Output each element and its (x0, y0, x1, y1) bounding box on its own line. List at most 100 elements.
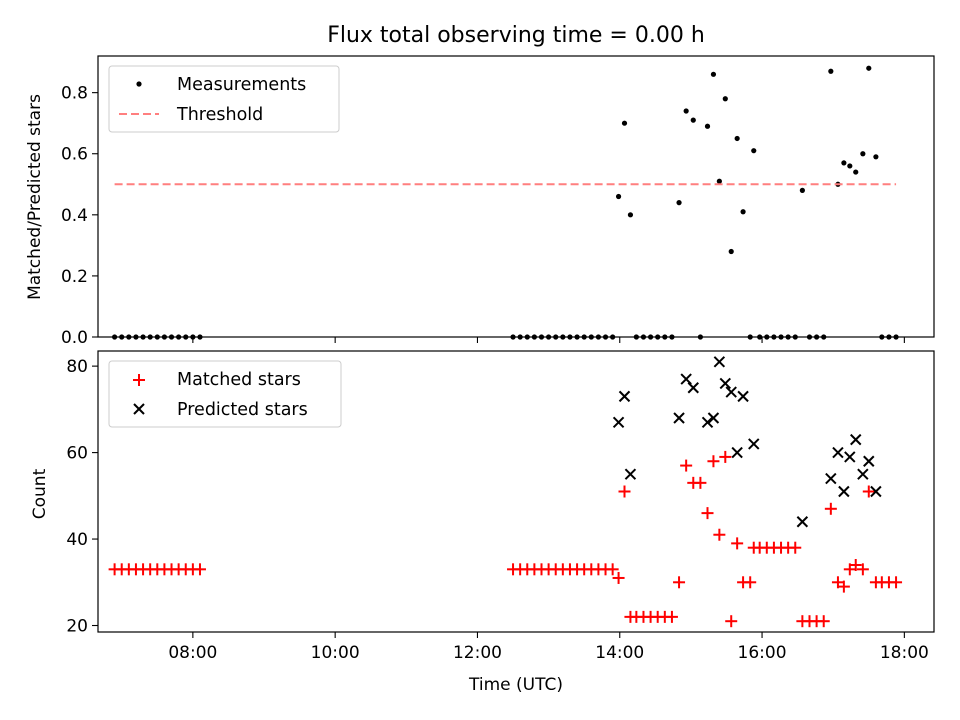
top-legend: Measurements Threshold (108, 65, 340, 133)
measurement-point (740, 209, 746, 215)
matched-stars-point (837, 580, 850, 593)
predicted-stars-point (825, 472, 837, 485)
predicted-stars-point (844, 451, 856, 463)
measurement-point (621, 120, 628, 126)
bottom-axes-frame (97, 350, 935, 633)
measurement-point (710, 71, 717, 77)
matched-stars-point (789, 541, 802, 554)
matched-stars-point (890, 576, 903, 589)
measurement-point (728, 248, 734, 255)
matched-stars-point (817, 615, 830, 628)
matched-stars-point (665, 610, 678, 623)
y-tick-label: 0.6 (61, 145, 88, 165)
measurement-point (751, 148, 757, 154)
measurement-point (627, 212, 634, 218)
matched-stars-point (606, 563, 619, 576)
x-axis-label: Time (UTC) (468, 675, 563, 695)
predicted-stars-point (850, 433, 862, 446)
predicted-stars-point (796, 516, 809, 528)
y-tick-label: 80 (66, 357, 88, 377)
measurement-point (828, 68, 834, 74)
predicted-stars-legend-label: Predicted stars (177, 400, 308, 420)
matched-stars-point (673, 576, 686, 589)
y-tick-label: 0.4 (61, 206, 88, 226)
predicted-stars-point (838, 485, 850, 498)
matched-stars-point (694, 476, 707, 489)
threshold-legend-label: Threshold (176, 105, 263, 125)
measurement-point (690, 117, 696, 123)
measurement-point (615, 193, 622, 200)
measurement-point (722, 96, 728, 102)
matched-stars-point (731, 537, 744, 550)
measurements-legend-marker (136, 81, 142, 87)
predicted-stars-point (707, 412, 720, 424)
measurement-point (799, 187, 805, 193)
predicted-stars-point (857, 468, 869, 480)
matched-stars-point (862, 485, 875, 498)
matched-stars-point (701, 507, 714, 520)
matched-stars-point (680, 459, 693, 472)
measurement-point (853, 169, 859, 175)
bottom-panel: 08:00 10:00 12:00 14:00 16:00 18:00 20406080 … (30, 350, 935, 695)
bottom-x-ticks: 08:00 10:00 12:00 14:00 16:00 18:00 (168, 632, 929, 663)
x-tick-label: 18:00 (880, 643, 929, 663)
matched-stars-point (744, 576, 757, 589)
chart-title: Flux total observing time = 0.00 h (327, 23, 705, 48)
y-tick-label: 20 (66, 617, 88, 637)
matched-stars-point (618, 485, 631, 498)
matched-stars-point (719, 450, 732, 463)
matched-stars-legend-label: Matched stars (177, 370, 301, 390)
predicted-stars-point (618, 390, 631, 403)
measurement-point (704, 123, 711, 129)
measurement-point (683, 108, 689, 114)
bottom-legend-box (108, 360, 342, 428)
x-tick-label: 14:00 (595, 643, 644, 663)
top-legend-box (108, 65, 340, 133)
measurement-point (734, 135, 740, 142)
predicted-stars-point (624, 468, 637, 480)
top-axes-frame (97, 55, 935, 338)
y-tick-label: 60 (66, 444, 88, 464)
bottom-plot-marks (108, 356, 903, 628)
top-y-ticks: 0.0 0.2 0.4 0.6 0.8 (61, 84, 98, 348)
predicted-stars-point (725, 386, 737, 398)
predicted-stars-point (863, 455, 875, 467)
measurement-point (860, 151, 866, 157)
bottom-y-axis-label: Count (30, 468, 50, 519)
predicted-stars-point (687, 382, 699, 394)
y-tick-label: 0.2 (61, 267, 88, 287)
x-tick-label: 10:00 (311, 643, 360, 663)
matched-stars-point (707, 455, 720, 468)
predicted-stars-point (870, 485, 882, 498)
measurement-point (866, 65, 872, 71)
matched-stars-point (824, 502, 837, 515)
matched-stars-point (713, 528, 726, 541)
predicted-stars-point (731, 446, 743, 459)
matched-stars-legend-marker (133, 374, 145, 386)
predicted-stars-point (737, 390, 749, 403)
matched-stars-point (849, 558, 862, 571)
y-tick-label: 0.0 (61, 328, 88, 348)
predicted-stars-point (832, 446, 844, 459)
predicted-stars-point (680, 373, 692, 385)
measurement-point (847, 163, 853, 169)
matched-stars-point (725, 615, 738, 628)
matched-stars-point (612, 571, 625, 584)
bottom-y-ticks: 20 40 60 80 (66, 357, 98, 637)
measurement-point (716, 178, 722, 184)
predicted-stars-point (701, 416, 714, 429)
measurements-legend-label: Measurements (177, 75, 306, 95)
matched-stars-point (856, 563, 869, 576)
predicted-stars-legend-marker (133, 403, 145, 415)
x-tick-label: 12:00 (453, 643, 502, 663)
predicted-stars-point (719, 377, 732, 390)
predicted-stars-point (673, 412, 685, 424)
top-panel: 0.00.20.40.60.8 Matched/Predicted stars … (25, 55, 935, 348)
x-tick-label: 16:00 (738, 643, 787, 663)
top-x-ticks (192, 337, 905, 343)
y-tick-label: 0.8 (61, 84, 88, 104)
measurement-point (873, 154, 879, 160)
matched-stars-point (193, 563, 206, 576)
predicted-stars-point (612, 416, 625, 429)
